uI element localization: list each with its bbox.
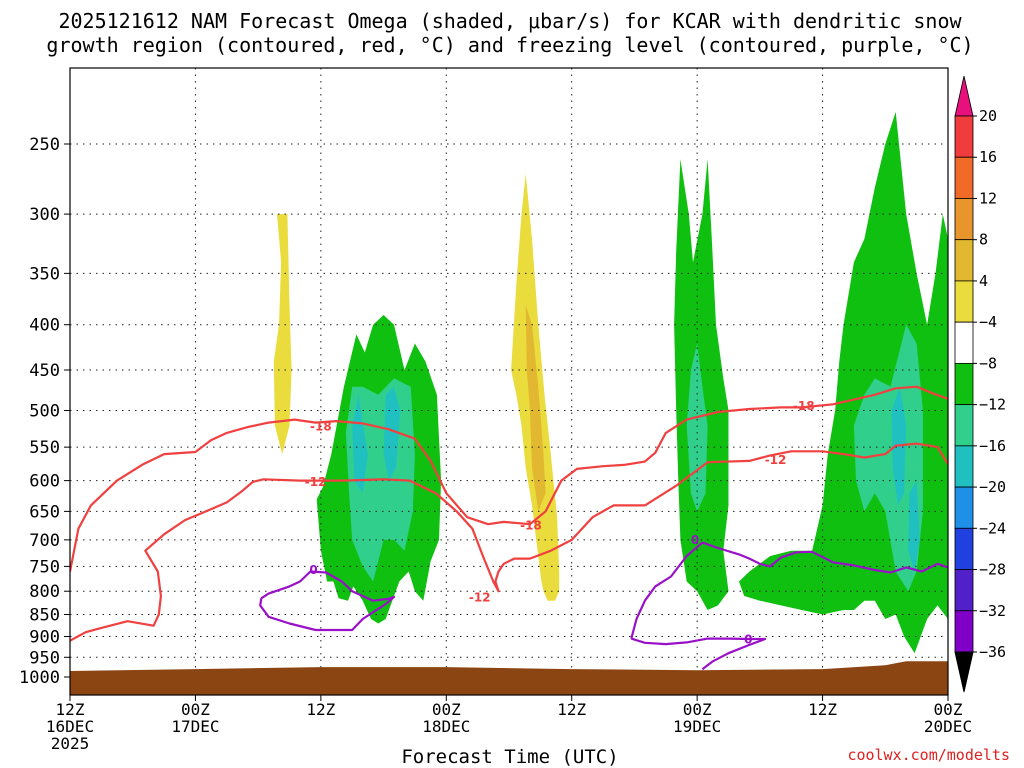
contour-red-label-5: -12 xyxy=(765,453,787,467)
colorbar-swatch-4 xyxy=(954,280,974,323)
x-tick-label-5-1: 00Z xyxy=(683,700,712,719)
contour-red-label-3: -12 xyxy=(469,590,491,604)
colorbar-label-12: −32 xyxy=(979,602,1006,620)
omega-region-0 xyxy=(273,214,292,455)
colorbar-label-11: −28 xyxy=(979,561,1006,579)
omega-region-9 xyxy=(352,394,368,494)
x-tick-label-4-1: 12Z xyxy=(557,700,586,719)
omega-region-8 xyxy=(853,324,923,592)
omega-region-12 xyxy=(908,480,920,572)
colorbar-swatch-6 xyxy=(954,362,974,406)
colorbar-swatch-9 xyxy=(954,486,974,529)
contour-red-label-4: -18 xyxy=(793,399,815,413)
colorbar-label-3: 8 xyxy=(979,231,988,249)
y-tick-label-250: 250 xyxy=(29,135,60,155)
y-tick-label-950: 950 xyxy=(29,648,60,668)
colorbar-swatch-3 xyxy=(954,239,974,282)
y-tick-label-650: 650 xyxy=(29,502,60,522)
y-axis: 2503003504004505005506006507007508008509… xyxy=(19,135,70,688)
colorbar-swatch-7 xyxy=(954,404,974,447)
colorbar-label-6: −8 xyxy=(979,354,997,372)
x-tick-label-3-2: 18DEC xyxy=(422,717,470,736)
omega-region-7 xyxy=(686,343,708,512)
x-tick-label-7-1: 00Z xyxy=(934,700,963,719)
plot-area: -18 -12 -18 -12 -18 -12 0 0 0 xyxy=(70,68,948,695)
contour-red-label-0: -18 xyxy=(310,419,332,433)
colorbar-bottom-arrow xyxy=(954,651,974,693)
contour-purple-line-2 xyxy=(630,637,767,671)
x-tick-label-7-2: 20DEC xyxy=(924,717,972,736)
x-tick-label-3-1: 00Z xyxy=(432,700,461,719)
grid-layer xyxy=(70,68,948,695)
terrain-surface xyxy=(70,661,948,695)
y-tick-label-500: 500 xyxy=(29,402,60,422)
x-tick-label-1-2: 17DEC xyxy=(171,717,219,736)
x-tick-label-0-1: 12Z xyxy=(56,700,85,719)
y-tick-label-450: 450 xyxy=(29,361,60,381)
colorbar-swatch-8 xyxy=(954,445,974,488)
colorbar-swatch-1 xyxy=(954,156,974,199)
colorbar-swatch-0 xyxy=(954,115,974,158)
contour-purple-line-0 xyxy=(259,570,396,632)
colorbar-label-8: −16 xyxy=(979,437,1006,455)
colorbar-swatch-2 xyxy=(954,198,974,241)
colorbar-swatch-12 xyxy=(954,610,974,653)
x-tick-label-0-2: 16DEC xyxy=(46,717,94,736)
contour-red-label-1: -12 xyxy=(305,475,327,489)
colorbar-label-13: −36 xyxy=(979,643,1006,661)
x-axis-label: Forecast Time (UTC) xyxy=(401,746,618,768)
colorbar-swatch-11 xyxy=(954,569,974,612)
contour-purple-label-0: 0 xyxy=(309,563,317,577)
x-tick-label-5-2: 19DEC xyxy=(673,717,721,736)
y-tick-label-350: 350 xyxy=(29,264,60,284)
y-tick-label-400: 400 xyxy=(29,316,60,336)
omega-region-2 xyxy=(525,305,546,512)
contour-purple-line-1 xyxy=(630,541,948,639)
y-tick-label-700: 700 xyxy=(29,531,60,551)
colorbar-label-7: −12 xyxy=(979,396,1006,414)
x-tick-label-2-1: 12Z xyxy=(306,700,335,719)
y-tick-label-800: 800 xyxy=(29,582,60,602)
contour-red-line-1 xyxy=(70,442,948,642)
colorbar-label-5: −4 xyxy=(979,313,997,331)
credit-text: coolwx.com/modelts xyxy=(847,746,1010,764)
contour-purple-label-1: 0 xyxy=(691,533,699,547)
y-tick-label-1000: 1000 xyxy=(19,668,60,688)
x-tick-label-1-1: 00Z xyxy=(181,700,210,719)
y-tick-label-750: 750 xyxy=(29,557,60,577)
y-tick-label-550: 550 xyxy=(29,438,60,458)
colorbar: 20 16 12 8 4 −4 −8 −12 −16 −20 −24 −28 −32 −36 xyxy=(954,75,1006,693)
colorbar-label-4: 4 xyxy=(979,272,988,290)
colorbar-top-arrow xyxy=(954,75,974,117)
colorbar-label-10: −24 xyxy=(979,519,1006,537)
y-tick-label-850: 850 xyxy=(29,606,60,626)
colorbar-label-1: 16 xyxy=(979,148,997,166)
contour-purple-label-2: 0 xyxy=(744,632,752,646)
chart-title-line-1: 2025121612 NAM Forecast Omega (shaded, μ… xyxy=(58,9,962,33)
contour-layer: -18 -12 -18 -12 -18 -12 0 0 0 xyxy=(70,385,948,671)
chart-title-line-2: growth region (contoured, red, °C) and f… xyxy=(46,33,973,57)
colorbar-swatch-10 xyxy=(954,527,974,570)
x-tick-label-6-1: 12Z xyxy=(808,700,837,719)
plot-frame xyxy=(69,67,949,696)
y-tick-label-600: 600 xyxy=(29,472,60,492)
y-tick-label-900: 900 xyxy=(29,627,60,647)
colorbar-swatch-5 xyxy=(954,321,974,364)
x-tick-label-0-3: 2025 xyxy=(51,734,90,753)
colorbar-label-2: 12 xyxy=(979,189,997,207)
omega-shading-layer xyxy=(273,111,948,654)
colorbar-label-0: 20 xyxy=(979,107,997,125)
y-tick-label-300: 300 xyxy=(29,205,60,225)
contour-red-line-0 xyxy=(70,385,948,572)
colorbar-label-9: −20 xyxy=(979,478,1006,496)
contour-red-label-2: -18 xyxy=(520,518,542,532)
